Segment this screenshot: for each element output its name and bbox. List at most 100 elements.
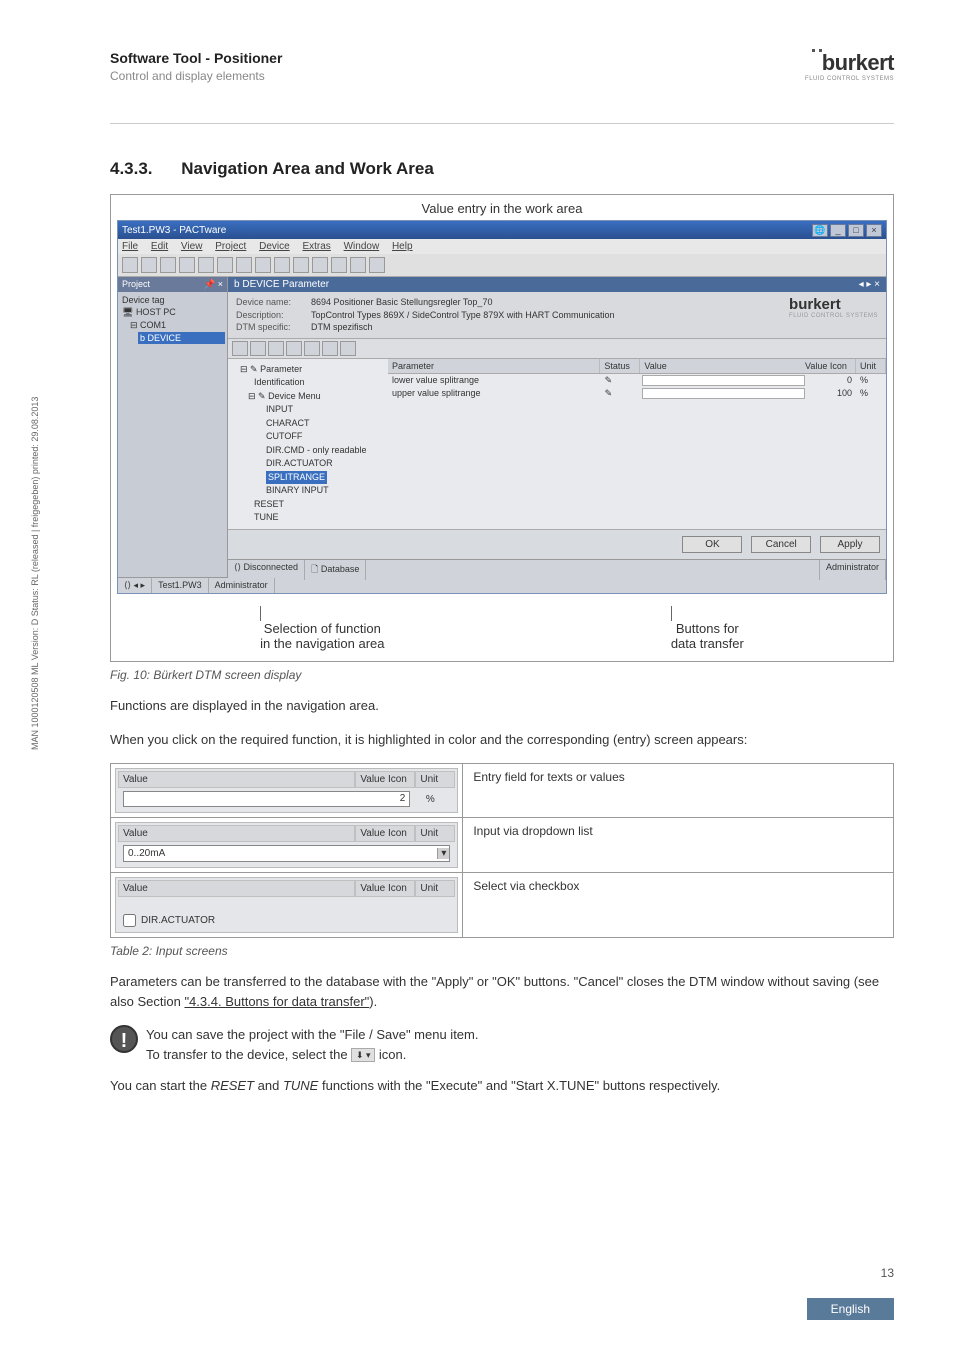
menu-device[interactable]: Device	[259, 241, 290, 252]
toolbar-icon[interactable]	[268, 341, 284, 356]
pin-icon[interactable]: 📌 ×	[204, 279, 223, 290]
checkbox-desc: Select via checkbox	[463, 873, 894, 938]
project-item-selected[interactable]: b DEVICE	[138, 332, 225, 344]
tree-item[interactable]: ⊟ ✎ Device Menu	[232, 390, 384, 404]
tree-item[interactable]: BINARY INPUT	[232, 484, 384, 498]
toolbar-icon[interactable]	[198, 257, 214, 273]
info-icon: !	[110, 1025, 138, 1053]
note-line: You can save the project with the "File …	[146, 1025, 478, 1045]
work-area: b DEVICE Parameter◂ ▸ × Device name:8694…	[228, 277, 886, 577]
apply-button[interactable]: Apply	[820, 536, 880, 553]
annotation-bottom-left: Selection of functionin the navigation a…	[260, 606, 384, 651]
toolbar-icon[interactable]	[141, 257, 157, 273]
project-panel-title: Project	[122, 279, 150, 290]
toolbar-icon[interactable]	[274, 257, 290, 273]
project-item[interactable]: 🖥 HOST PC	[120, 306, 225, 319]
cross-ref-link[interactable]: "4.3.4. Buttons for data transfer"	[184, 994, 369, 1009]
toolbar-icon[interactable]	[179, 257, 195, 273]
annotation-bottom-right: Buttons fordata transfer	[671, 606, 744, 651]
table-caption: Table 2: Input screens	[110, 944, 894, 958]
cancel-button[interactable]: Cancel	[751, 536, 811, 553]
brand-tagline: FLUID CONTROL SYSTEMS	[805, 76, 894, 82]
text-input[interactable]: 2	[123, 791, 410, 807]
entry-field-desc: Entry field for texts or values	[463, 764, 894, 818]
menu-help[interactable]: Help	[392, 241, 413, 252]
figure-screenshot: Value entry in the work area Test1.PW3 -…	[110, 194, 894, 662]
col-valueicon: Value Icon	[801, 359, 856, 373]
paragraph: When you click on the required function,…	[110, 730, 894, 750]
toolbar-icon[interactable]	[304, 341, 320, 356]
toolbar-icon[interactable]	[286, 341, 302, 356]
header-title: Software Tool - Positioner	[110, 50, 282, 66]
project-item[interactable]: ⊟ COM1	[120, 319, 225, 332]
parameter-table: Parameter Status Value Value Icon Unit l…	[388, 359, 886, 529]
toolbar-icon[interactable]	[322, 341, 338, 356]
device-info: Device name:8694 Positioner Basic Stellu…	[228, 292, 886, 339]
toolbar-icon[interactable]	[312, 257, 328, 273]
tree-item[interactable]: INPUT	[232, 403, 384, 417]
side-doc-id: MAN 1000120508 ML Version: D Status: RL …	[30, 397, 40, 750]
header-separator	[110, 123, 894, 124]
main-toolbar	[118, 254, 886, 277]
paragraph: Parameters can be transferred to the dat…	[110, 972, 894, 1011]
toolbar-icon[interactable]	[250, 341, 266, 356]
toolbar-icon[interactable]	[160, 257, 176, 273]
tree-item-selected[interactable]: SPLITRANGE	[232, 471, 384, 485]
page-header: Software Tool - Positioner Control and d…	[110, 50, 894, 98]
menu-edit[interactable]: Edit	[151, 241, 168, 252]
menu-window[interactable]: Window	[344, 241, 380, 252]
col-value: Value	[640, 359, 801, 373]
toolbar-icon[interactable]	[340, 341, 356, 356]
project-panel: Project📌 × Device tag 🖥 HOST PC ⊟ COM1 b…	[118, 277, 228, 577]
device-toolbar	[228, 339, 886, 359]
tree-root[interactable]: ⊟ ✎ Parameter	[232, 363, 384, 377]
tree-item[interactable]: CHARACT	[232, 417, 384, 431]
toolbar-icon[interactable]	[236, 257, 252, 273]
device-statusbar: ⟨⟩ Disconnected 🗋 Database Administrator	[228, 559, 886, 580]
toolbar-icon[interactable]	[232, 341, 248, 356]
value-input[interactable]	[642, 375, 805, 386]
entry-field-example: ValueValue IconUnit 2%	[115, 768, 458, 813]
lang-icon[interactable]: 🌐	[812, 224, 828, 237]
dropdown-desc: Input via dropdown list	[463, 818, 894, 873]
dropdown-input[interactable]: 0..20mA	[123, 845, 450, 862]
menu-view[interactable]: View	[181, 241, 203, 252]
minimize-icon[interactable]: _	[830, 224, 846, 237]
work-close-icon[interactable]: ◂ ▸ ×	[859, 279, 880, 290]
section-title: Navigation Area and Work Area	[181, 159, 434, 178]
menu-project[interactable]: Project	[215, 241, 246, 252]
menu-extras[interactable]: Extras	[302, 241, 330, 252]
tree-item[interactable]: DIR.CMD - only readable	[232, 444, 384, 458]
dropdown-example: ValueValue IconUnit 0..20mA	[115, 822, 458, 868]
figure-caption: Fig. 10: Bürkert DTM screen display	[110, 668, 894, 682]
tree-item[interactable]: DIR.ACTUATOR	[232, 457, 384, 471]
pactware-window: Test1.PW3 - PACTware 🌐 _ □ × File Edit V…	[117, 220, 887, 594]
section-number: 4.3.3.	[110, 159, 153, 178]
toolbar-icon[interactable]	[350, 257, 366, 273]
toolbar-icon[interactable]	[293, 257, 309, 273]
checkbox-input[interactable]	[123, 914, 136, 927]
annotation-top: Value entry in the work area	[117, 201, 887, 216]
tree-item[interactable]: CUTOFF	[232, 430, 384, 444]
button-row: OK Cancel Apply	[228, 529, 886, 559]
maximize-icon[interactable]: □	[848, 224, 864, 237]
ok-button[interactable]: OK	[682, 536, 742, 553]
toolbar-icon[interactable]	[331, 257, 347, 273]
col-unit: Unit	[856, 359, 886, 373]
tree-item[interactable]: RESET	[232, 498, 384, 512]
tree-item[interactable]: Identification	[232, 376, 384, 390]
tree-item[interactable]: TUNE	[232, 511, 384, 525]
toolbar-icon[interactable]	[217, 257, 233, 273]
brand-logo: burkert FLUID CONTROL SYSTEMS	[805, 50, 894, 82]
close-icon[interactable]: ×	[866, 224, 882, 237]
toolbar-icon[interactable]	[255, 257, 271, 273]
menu-bar: File Edit View Project Device Extras Win…	[118, 239, 886, 254]
toolbar-icon[interactable]	[369, 257, 385, 273]
note-line: To transfer to the device, select the ⬇ …	[146, 1045, 478, 1065]
toolbar-icon[interactable]	[122, 257, 138, 273]
work-area-title: DEVICE Parameter	[242, 279, 329, 290]
menu-file[interactable]: File	[122, 241, 138, 252]
brand-name: burkert	[805, 50, 894, 76]
value-input[interactable]	[642, 388, 805, 399]
header-subtitle: Control and display elements	[110, 69, 282, 83]
